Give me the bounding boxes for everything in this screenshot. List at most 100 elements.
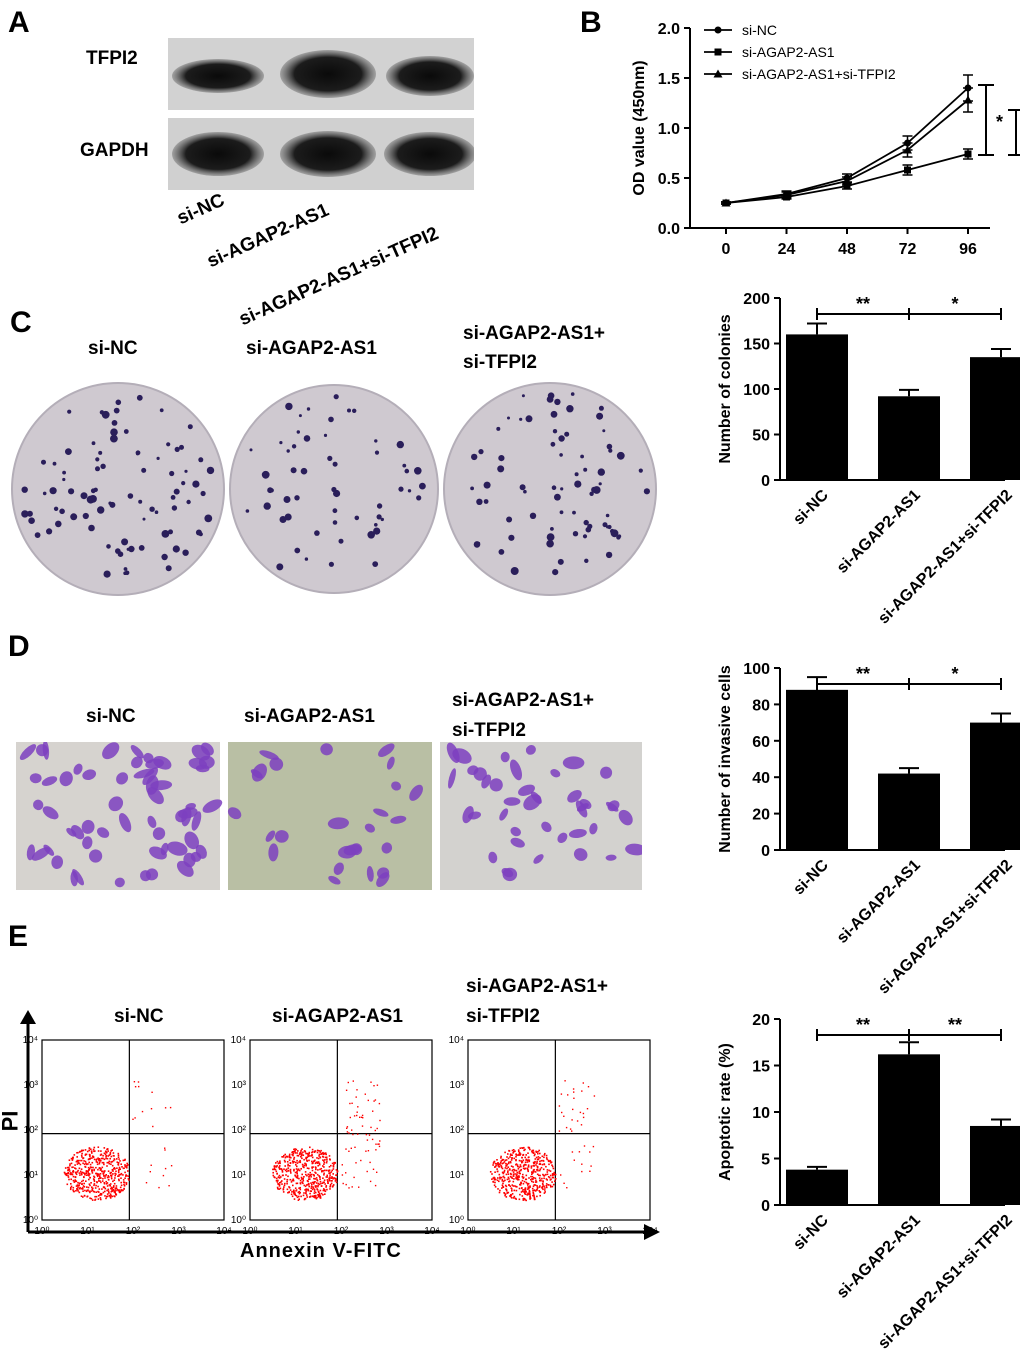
flow-event bbox=[85, 1180, 87, 1182]
chart-B-xtick-label: 48 bbox=[838, 241, 856, 258]
colony-dot bbox=[52, 461, 57, 466]
colony-dot bbox=[416, 495, 422, 501]
colony-plates bbox=[11, 382, 657, 596]
flow-event bbox=[315, 1185, 317, 1187]
flow-event bbox=[313, 1188, 316, 1191]
flow-event bbox=[117, 1189, 120, 1192]
flow-event bbox=[346, 1126, 349, 1128]
flow-event bbox=[536, 1185, 538, 1187]
colony-dot bbox=[582, 534, 588, 539]
flow-event bbox=[106, 1161, 109, 1164]
flow-event bbox=[317, 1169, 319, 1171]
flow-event bbox=[315, 1168, 317, 1171]
colony-dot bbox=[276, 563, 284, 571]
colony-dot bbox=[82, 512, 89, 520]
flow-event bbox=[118, 1179, 120, 1182]
flow-event bbox=[516, 1186, 518, 1188]
flow-event bbox=[314, 1178, 316, 1180]
flow-event bbox=[371, 1138, 374, 1141]
flow-event bbox=[497, 1164, 499, 1166]
flow-event bbox=[311, 1161, 314, 1164]
flow-event bbox=[287, 1169, 290, 1172]
flow-event bbox=[329, 1188, 331, 1190]
colony-label-combo-2: si-TFPI2 bbox=[463, 352, 537, 373]
flow-event bbox=[534, 1177, 537, 1180]
panel-label-a: A bbox=[8, 6, 30, 39]
flow-event bbox=[109, 1157, 111, 1160]
flow-event bbox=[297, 1150, 299, 1152]
flow-event bbox=[492, 1162, 495, 1164]
flow-event bbox=[106, 1165, 108, 1167]
colony-dot bbox=[95, 457, 100, 462]
flow-event bbox=[342, 1182, 344, 1185]
flow-event bbox=[519, 1147, 522, 1149]
flow-event bbox=[319, 1189, 322, 1192]
flow-event bbox=[517, 1154, 520, 1156]
flow-event bbox=[77, 1151, 79, 1154]
flow-event bbox=[293, 1169, 295, 1172]
flow-event bbox=[71, 1166, 73, 1169]
flow-event bbox=[303, 1166, 305, 1169]
colony-dot bbox=[550, 441, 556, 447]
flow-event bbox=[353, 1115, 356, 1117]
flow-event bbox=[137, 1081, 140, 1083]
flow-event bbox=[324, 1152, 327, 1154]
colony-dot bbox=[404, 468, 410, 474]
flow-event bbox=[293, 1158, 295, 1160]
flow-event bbox=[516, 1171, 519, 1174]
flow-event bbox=[150, 1164, 152, 1166]
flow-event bbox=[97, 1198, 100, 1200]
flow-event bbox=[544, 1189, 546, 1191]
flow-event bbox=[318, 1192, 321, 1195]
flow-event bbox=[312, 1166, 314, 1168]
flow-event bbox=[315, 1197, 318, 1200]
flow-event bbox=[108, 1154, 111, 1156]
colony-dot bbox=[559, 453, 563, 457]
colony-dot bbox=[407, 489, 412, 493]
colony-dot bbox=[165, 565, 172, 572]
panel-label-c: C bbox=[10, 306, 32, 339]
flow-event bbox=[85, 1174, 88, 1176]
flow-event bbox=[370, 1081, 372, 1083]
flow-event bbox=[288, 1153, 291, 1156]
flow-event bbox=[547, 1184, 549, 1186]
flow-event bbox=[90, 1150, 93, 1153]
flow-event bbox=[522, 1199, 525, 1201]
flow-event bbox=[369, 1180, 372, 1183]
flow-event bbox=[545, 1173, 547, 1176]
flow-event bbox=[534, 1190, 537, 1192]
flow-event bbox=[519, 1153, 522, 1155]
flow-event bbox=[273, 1168, 275, 1171]
flow-event bbox=[122, 1159, 125, 1162]
flow-event bbox=[377, 1143, 379, 1145]
colony-dot bbox=[284, 513, 292, 521]
colony-dot bbox=[508, 534, 515, 541]
chart-D-ylabel: Number of invasive cells bbox=[717, 665, 734, 853]
colony-dot bbox=[198, 457, 204, 463]
colony-dot bbox=[169, 470, 175, 477]
flow-event bbox=[72, 1157, 74, 1160]
colony-dot bbox=[53, 506, 59, 511]
flow-event bbox=[306, 1194, 308, 1196]
flow-event bbox=[72, 1186, 75, 1189]
flow-event bbox=[64, 1167, 67, 1169]
flow-event bbox=[536, 1188, 538, 1191]
flow-xtick-label: 10² bbox=[334, 1226, 349, 1237]
flow-event bbox=[99, 1180, 101, 1182]
flow-event bbox=[95, 1172, 97, 1175]
flow-event bbox=[302, 1165, 304, 1168]
flow-event bbox=[508, 1180, 510, 1183]
flow-event bbox=[511, 1190, 513, 1192]
flow-event bbox=[77, 1186, 79, 1189]
flow-event bbox=[303, 1164, 306, 1167]
flow-event bbox=[493, 1179, 496, 1181]
flow-event bbox=[548, 1176, 551, 1179]
flow-event bbox=[286, 1161, 289, 1163]
flow-event bbox=[494, 1171, 496, 1173]
flow-event bbox=[534, 1158, 537, 1160]
flow-event bbox=[91, 1170, 93, 1173]
flow-event bbox=[525, 1191, 527, 1193]
flow-event bbox=[279, 1160, 281, 1162]
flow-event bbox=[114, 1188, 117, 1190]
colony-dot bbox=[376, 503, 383, 509]
